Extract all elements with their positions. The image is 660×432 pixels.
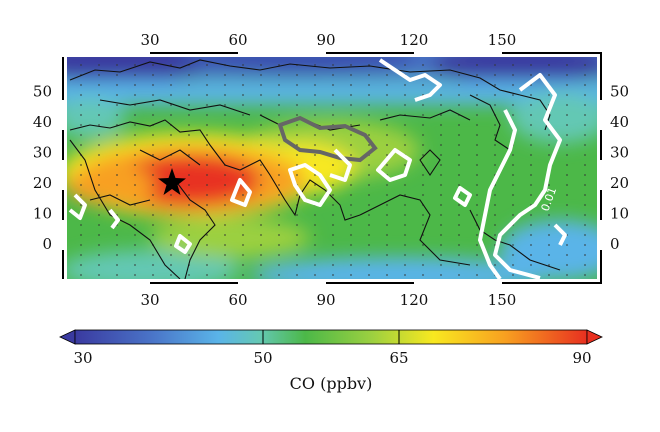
lat-tick-left: 50 bbox=[33, 83, 52, 101]
colorbar-tick-label: 65 bbox=[389, 349, 408, 367]
co-concentration-field bbox=[67, 57, 597, 279]
lon-tick-bottom: 150 bbox=[488, 291, 517, 309]
plateau-contour bbox=[277, 115, 378, 163]
lon-tick-bottom: 60 bbox=[228, 291, 247, 309]
lon-tick-bottom: 30 bbox=[140, 291, 159, 309]
lon-tick-top: 60 bbox=[228, 31, 247, 49]
lat-tick-right: 40 bbox=[610, 113, 629, 131]
colorbar-tick-label: 30 bbox=[73, 349, 92, 367]
colorbar-title: CO (ppbv) bbox=[290, 374, 373, 393]
longitude-ticks-bottom: 30 60 90 120 150 bbox=[140, 291, 516, 309]
lat-tick-right: 30 bbox=[610, 144, 629, 162]
lat-tick-left: 30 bbox=[33, 144, 52, 162]
colorbar: 30 50 65 90 CO (ppbv) bbox=[59, 329, 603, 393]
latitude-ticks-left: 50 40 30 20 10 0 bbox=[33, 83, 52, 254]
colorbar-labels: 30 50 65 90 bbox=[73, 349, 591, 367]
longitude-ticks-top: 30 60 90 120 150 bbox=[140, 31, 516, 49]
lon-tick-top: 90 bbox=[316, 31, 335, 49]
lat-tick-right: 20 bbox=[610, 174, 629, 192]
lat-tick-right: 10 bbox=[610, 205, 629, 223]
lat-tick-right: 50 bbox=[610, 83, 629, 101]
lat-tick-left: 0 bbox=[42, 235, 52, 253]
lon-tick-top: 150 bbox=[488, 31, 517, 49]
lat-tick-right: 0 bbox=[610, 235, 620, 253]
lon-tick-top: 120 bbox=[400, 31, 429, 49]
lon-tick-bottom: 120 bbox=[400, 291, 429, 309]
white-contours bbox=[68, 58, 567, 279]
star-icon bbox=[158, 168, 186, 195]
lon-tick-top: 30 bbox=[140, 31, 159, 49]
colorbar-tick-label: 50 bbox=[253, 349, 272, 367]
latitude-ticks-right: 50 40 30 20 10 0 bbox=[610, 83, 629, 254]
lat-tick-left: 40 bbox=[33, 113, 52, 131]
lon-tick-bottom: 90 bbox=[316, 291, 335, 309]
lat-tick-left: 20 bbox=[33, 174, 52, 192]
colorbar-tick-label: 90 bbox=[572, 349, 591, 367]
lat-tick-left: 10 bbox=[33, 205, 52, 223]
